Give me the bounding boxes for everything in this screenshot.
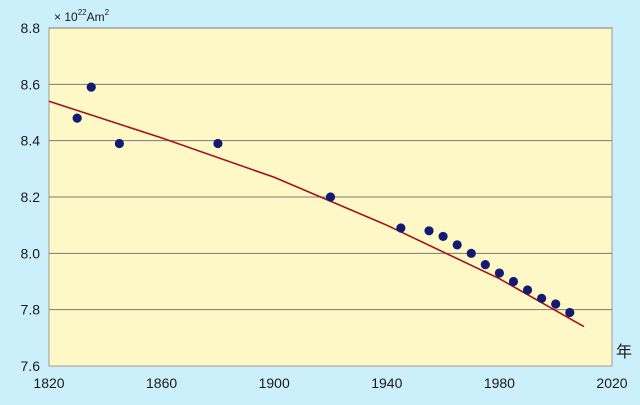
data-point [480, 260, 490, 270]
data-point [438, 231, 448, 242]
data-point [424, 226, 434, 236]
data-point [325, 192, 336, 202]
y-axis-ticks: 7.6 7.8 8.0 8.2 8.4 8.6 8.8 [21, 20, 41, 374]
y-tick-label: 7.8 [21, 302, 41, 318]
y-tick-label: 8.6 [21, 76, 41, 92]
x-axis-label: 年 [616, 342, 632, 361]
data-points [72, 82, 575, 318]
x-tick-label: 1820 [33, 375, 64, 391]
data-point [72, 113, 82, 123]
unit-exponent: 22 [78, 8, 87, 17]
x-tick-label: 1860 [146, 375, 177, 391]
x-tick-label: 2020 [596, 375, 627, 391]
data-point [494, 268, 504, 278]
data-point [114, 138, 124, 149]
x-tick-label: 1940 [371, 375, 402, 391]
unit-label: × 1022Am2 [54, 8, 110, 24]
data-point [508, 276, 519, 287]
data-point [522, 285, 533, 295]
y-tick-label: 8.8 [21, 20, 41, 36]
data-point [466, 248, 476, 258]
unit-base: Am [87, 10, 105, 24]
data-point [396, 223, 406, 233]
x-axis-ticks: 1820 1860 1900 1940 1980 2020 [33, 375, 627, 391]
data-point [565, 307, 575, 318]
y-tick-label: 7.6 [21, 358, 41, 374]
y-tick-label: 8.2 [21, 189, 41, 205]
x-tick-label: 1980 [484, 375, 515, 391]
data-point [537, 293, 547, 303]
y-tick-label: 8.0 [21, 245, 41, 261]
data-point [452, 240, 462, 250]
grid-lines [49, 27, 612, 311]
data-point [551, 299, 561, 309]
x-tick-label: 1900 [259, 375, 290, 391]
data-point [86, 82, 96, 92]
unit-prefix: × 10 [54, 10, 78, 24]
data-point [213, 138, 223, 149]
unit-base-exponent: 2 [105, 8, 110, 17]
y-tick-label: 8.4 [21, 133, 41, 149]
